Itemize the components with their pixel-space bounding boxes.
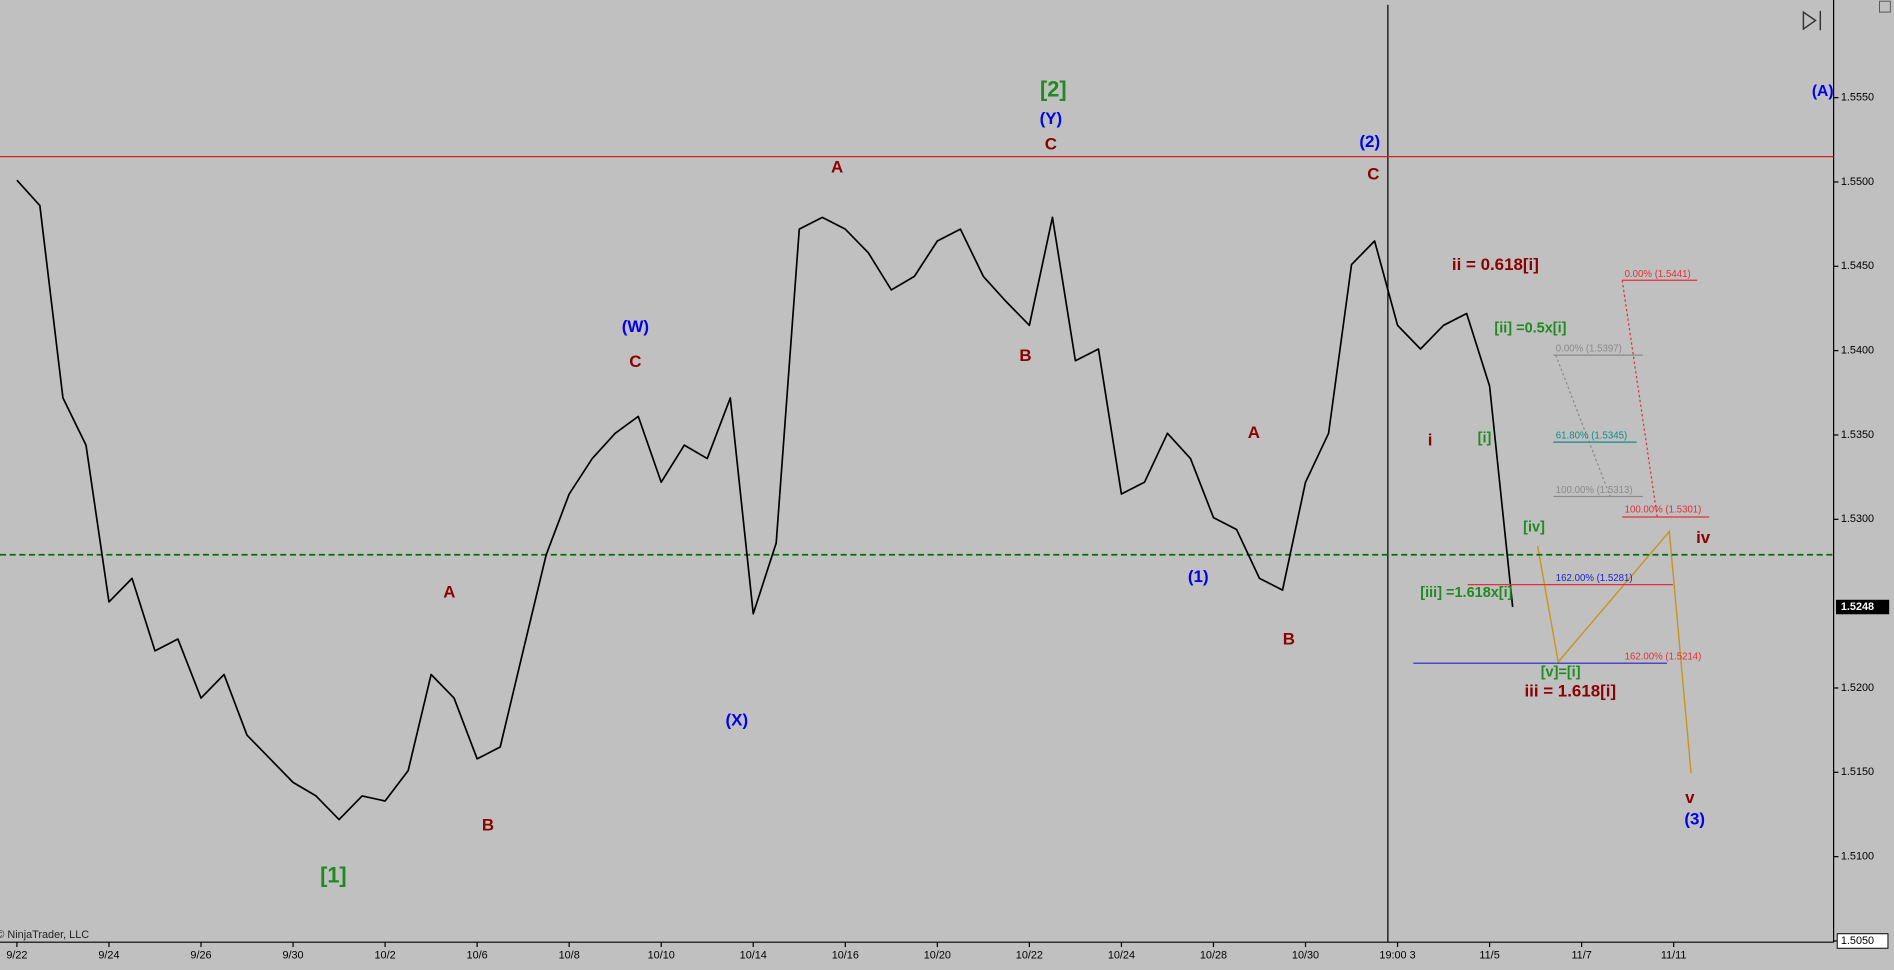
x-tick-label: 10/16 — [832, 949, 859, 961]
wave-label: (1) — [1188, 567, 1209, 586]
wave-label: iii = 1.618[i] — [1524, 682, 1616, 701]
toolbar-icon[interactable] — [1802, 10, 1822, 31]
projection-path — [1536, 529, 1692, 774]
fib-label: 0.00% (1.5397) — [1556, 344, 1622, 355]
wave-label: B — [482, 816, 494, 835]
wave-label: (X) — [726, 711, 749, 730]
play-icon[interactable] — [1802, 10, 1817, 31]
corner-box[interactable] — [1879, 0, 1891, 13]
y-tick-label: 1.5300 — [1841, 513, 1874, 525]
y-tick-label: 1.5350 — [1841, 429, 1874, 441]
x-tick-label: 10/14 — [740, 949, 767, 961]
fib-label: 162.00% (1.5281) — [1556, 573, 1633, 584]
fib-label: 0.00% (1.5441) — [1625, 269, 1691, 280]
wave-label: C — [629, 352, 641, 371]
x-tick-label: 10/20 — [924, 949, 951, 961]
wave-label: ii = 0.618[i] — [1452, 255, 1539, 274]
wave-label: [ii] =0.5x[i] — [1494, 320, 1566, 336]
x-tick-label: 10/24 — [1108, 949, 1135, 961]
wave-label: iv — [1696, 528, 1711, 547]
y-tick-label: 1.5100 — [1841, 851, 1874, 863]
wave-label: B — [1283, 630, 1295, 649]
wave-label: C — [1367, 165, 1379, 184]
x-tick-label: 10/28 — [1200, 949, 1227, 961]
y-tick-label: 1.5550 — [1841, 92, 1874, 104]
wave-label: [v]=[i] — [1541, 665, 1581, 681]
wave-label: [1] — [320, 863, 347, 888]
wave-label: A — [1248, 423, 1260, 442]
wave-label: (Y) — [1040, 109, 1063, 128]
fib-guide — [1621, 280, 1658, 518]
last-price-label: 1.5248 — [1841, 601, 1874, 613]
x-tick-label: 10/2 — [375, 949, 396, 961]
y-tick-box — [1836, 933, 1889, 949]
watermark: © NinjaTrader, LLC — [0, 929, 89, 941]
x-tick-label: 19:00 3 — [1379, 949, 1415, 961]
wave-label: A — [443, 583, 455, 602]
fib-label: 61.80% (1.5345) — [1556, 431, 1627, 442]
wave-label: [i] — [1478, 430, 1492, 446]
x-tick-label: 10/6 — [467, 949, 488, 961]
fib-label: 100.00% (1.5313) — [1556, 485, 1633, 496]
wave-label: v — [1685, 788, 1695, 807]
wave-label: (W) — [622, 317, 649, 336]
y-tick-label: 1.5050 — [1841, 935, 1874, 947]
price-line — [16, 179, 1514, 821]
wave-label: (A) — [1812, 83, 1834, 100]
y-tick-label: 1.5450 — [1841, 260, 1874, 272]
x-tick-label: 9/30 — [282, 949, 303, 961]
fib-label: 100.00% (1.5301) — [1625, 504, 1702, 515]
x-tick-label: 10/10 — [648, 949, 675, 961]
wave-label: (3) — [1684, 810, 1705, 829]
x-tick-label: 10/30 — [1292, 949, 1319, 961]
x-tick-label: 9/26 — [190, 949, 211, 961]
y-tick-label: 1.5400 — [1841, 345, 1874, 357]
wave-label: (2) — [1359, 132, 1380, 151]
x-tick-label: 11/5 — [1479, 949, 1499, 961]
y-tick-label: 1.5200 — [1841, 682, 1874, 694]
fib-label: 162.00% (1.5214) — [1625, 652, 1702, 663]
last-price-box — [1836, 599, 1890, 615]
x-tick-label: 11/7 — [1571, 949, 1591, 961]
y-tick-label: 1.5500 — [1841, 176, 1874, 188]
wave-label: i — [1428, 430, 1433, 449]
x-tick-label: 10/8 — [559, 949, 580, 961]
wave-label: [2] — [1040, 76, 1067, 101]
x-tick-label: 10/22 — [1016, 949, 1043, 961]
x-tick-label: 9/22 — [6, 949, 27, 961]
fib-guide — [1555, 354, 1611, 497]
wave-label: B — [1019, 346, 1031, 365]
y-tick-label: 1.5150 — [1841, 766, 1874, 778]
wave-label: [iv] — [1523, 520, 1545, 536]
wave-label: C — [1045, 134, 1057, 153]
wave-label: A — [831, 157, 843, 176]
x-tick-label: 11/11 — [1661, 949, 1687, 961]
wave-label: [iii] =1.618x[i] — [1420, 585, 1512, 601]
x-tick-label: 9/24 — [98, 949, 119, 961]
